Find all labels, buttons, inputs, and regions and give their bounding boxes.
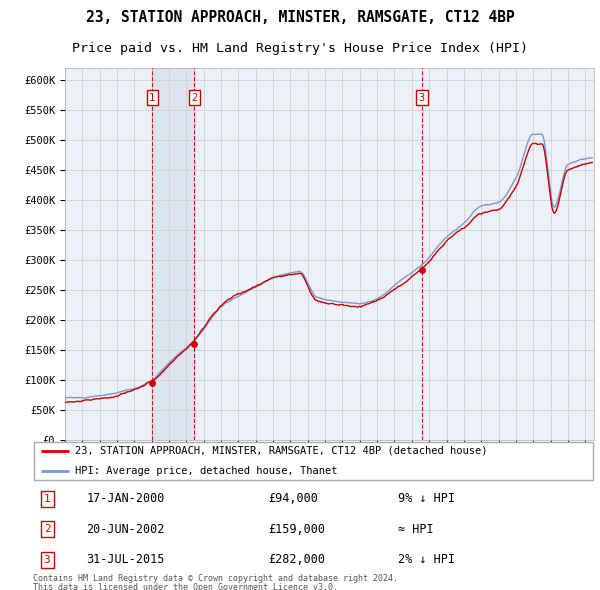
Text: 23, STATION APPROACH, MINSTER, RAMSGATE, CT12 4BP (detached house): 23, STATION APPROACH, MINSTER, RAMSGATE,… (75, 446, 488, 455)
Text: Contains HM Land Registry data © Crown copyright and database right 2024.: Contains HM Land Registry data © Crown c… (33, 575, 398, 584)
Text: £159,000: £159,000 (269, 523, 326, 536)
Text: Price paid vs. HM Land Registry's House Price Index (HPI): Price paid vs. HM Land Registry's House … (72, 42, 528, 55)
Text: 2: 2 (44, 525, 50, 534)
Text: £94,000: £94,000 (269, 492, 319, 505)
Text: 17-JAN-2000: 17-JAN-2000 (86, 492, 164, 505)
Text: 2: 2 (191, 93, 197, 103)
Text: 3: 3 (44, 555, 50, 565)
Text: 3: 3 (419, 93, 425, 103)
Text: 2% ↓ HPI: 2% ↓ HPI (398, 553, 455, 566)
Text: 1: 1 (149, 93, 155, 103)
Bar (152, 68, 194, 440)
Text: £282,000: £282,000 (269, 553, 326, 566)
Text: 9% ↓ HPI: 9% ↓ HPI (398, 492, 455, 505)
Text: HPI: Average price, detached house, Thanet: HPI: Average price, detached house, Than… (75, 466, 338, 476)
Text: 31-JUL-2015: 31-JUL-2015 (86, 553, 164, 566)
Text: This data is licensed under the Open Government Licence v3.0.: This data is licensed under the Open Gov… (33, 584, 338, 590)
Text: 1: 1 (44, 494, 50, 504)
FancyBboxPatch shape (34, 441, 593, 480)
Text: 20-JUN-2002: 20-JUN-2002 (86, 523, 164, 536)
Text: ≈ HPI: ≈ HPI (398, 523, 433, 536)
Text: 23, STATION APPROACH, MINSTER, RAMSGATE, CT12 4BP: 23, STATION APPROACH, MINSTER, RAMSGATE,… (86, 10, 514, 25)
